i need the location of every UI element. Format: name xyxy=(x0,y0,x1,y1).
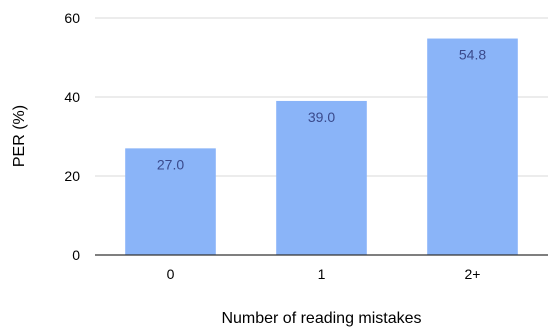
y-tick-label: 40 xyxy=(64,89,80,105)
bar xyxy=(125,148,216,255)
data-label: 39.0 xyxy=(308,109,335,125)
data-labels: 27.0 39.0 54.8 xyxy=(157,47,486,173)
bar xyxy=(276,100,367,255)
y-tick-label: 60 xyxy=(64,10,80,26)
x-tick-label: 1 xyxy=(318,266,326,282)
y-tick-labels: 0 20 40 60 xyxy=(64,10,80,263)
x-tick-label: 0 xyxy=(167,266,175,282)
y-axis-label: PER (%) xyxy=(11,105,28,167)
y-tick-label: 20 xyxy=(64,168,80,184)
y-tick-label: 0 xyxy=(72,247,80,263)
data-label: 27.0 xyxy=(157,156,184,172)
bars xyxy=(125,38,518,255)
x-tick-label: 2+ xyxy=(465,266,481,282)
x-axis-label: Number of reading mistakes xyxy=(221,310,421,327)
data-label: 54.8 xyxy=(459,47,486,63)
x-tick-labels: 0 1 2+ xyxy=(167,266,481,282)
bar xyxy=(427,38,518,255)
